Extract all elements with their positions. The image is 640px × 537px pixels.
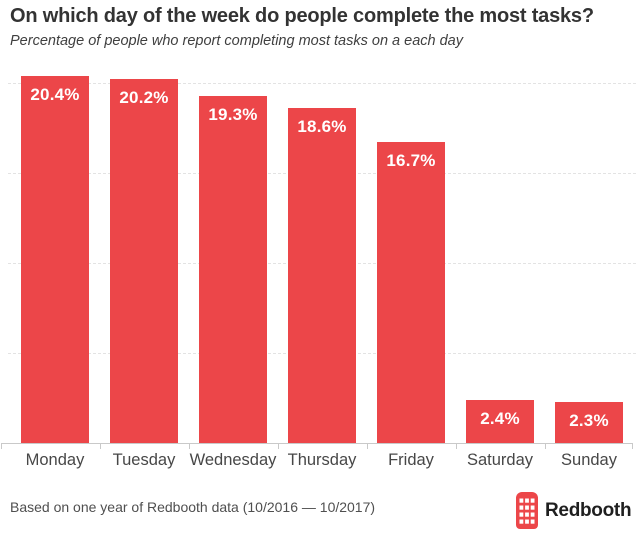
x-axis-label-tuesday: Tuesday xyxy=(112,451,176,469)
redbooth-building-icon xyxy=(516,492,538,529)
x-axis-label-wednesday: Wednesday xyxy=(189,451,277,469)
bar-friday: 16.7% xyxy=(377,142,445,443)
redbooth-logo: Redbooth xyxy=(516,492,632,529)
bar-sunday: 2.3% xyxy=(555,401,623,443)
x-axis-tick xyxy=(456,443,457,449)
bar-tuesday: 20.2% xyxy=(110,79,178,443)
x-axis-label-saturday: Saturday xyxy=(466,451,534,469)
source-note: Based on one year of Redbooth data (10/2… xyxy=(10,499,376,515)
chart-subtitle: Percentage of people who report completi… xyxy=(10,33,463,49)
bar-thursday: 18.6% xyxy=(288,108,356,443)
bar-value-label-tuesday: 20.2% xyxy=(119,88,169,108)
x-axis-tick xyxy=(545,443,546,449)
bar-wednesday: 19.3% xyxy=(199,95,267,443)
bar-value-label-friday: 16.7% xyxy=(386,151,436,171)
bar-value-label-wednesday: 19.3% xyxy=(208,104,258,124)
x-axis-tick xyxy=(189,443,190,449)
x-axis-tick xyxy=(1,443,2,449)
bar-saturday: 2.4% xyxy=(466,399,534,443)
bar-value-label-monday: 20.4% xyxy=(30,84,80,104)
x-axis-label-friday: Friday xyxy=(388,451,434,469)
bar-value-label-sunday: 2.3% xyxy=(569,410,609,430)
x-axis-line xyxy=(1,443,633,444)
x-axis-tick xyxy=(367,443,368,449)
x-axis-tick xyxy=(100,443,101,449)
x-axis-label-sunday: Sunday xyxy=(561,451,617,469)
bar-monday: 20.4% xyxy=(21,75,89,443)
x-axis-label-monday: Monday xyxy=(25,451,85,469)
x-axis-tick xyxy=(632,443,633,449)
bar-value-label-thursday: 18.6% xyxy=(297,117,347,137)
redbooth-wordmark: Redbooth xyxy=(545,499,632,521)
gridline-20pct xyxy=(8,83,636,84)
bar-value-label-saturday: 2.4% xyxy=(480,408,520,428)
x-axis-tick xyxy=(278,443,279,449)
chart-title: On which day of the week do people compl… xyxy=(10,5,594,27)
x-axis-label-thursday: Thursday xyxy=(287,451,357,469)
